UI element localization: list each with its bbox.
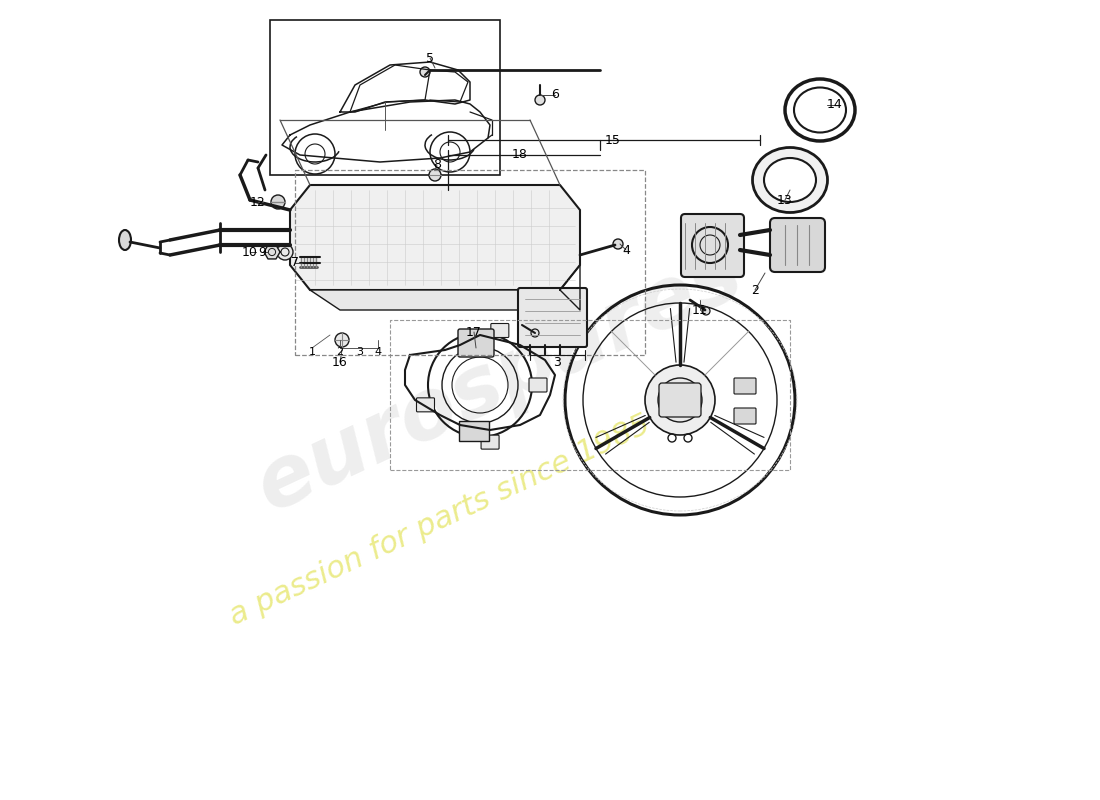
Text: 3: 3 — [356, 347, 363, 357]
Text: 7: 7 — [292, 257, 299, 270]
Text: 18: 18 — [513, 149, 528, 162]
Bar — [270, 20, 500, 175]
Circle shape — [336, 333, 349, 347]
Polygon shape — [264, 245, 280, 259]
Circle shape — [271, 195, 285, 209]
Text: 15: 15 — [605, 134, 620, 146]
Text: 10: 10 — [242, 246, 257, 258]
Ellipse shape — [119, 230, 131, 250]
Polygon shape — [310, 290, 580, 310]
FancyBboxPatch shape — [734, 378, 756, 394]
Text: 12: 12 — [250, 195, 266, 209]
Text: 11: 11 — [692, 303, 708, 317]
FancyBboxPatch shape — [518, 288, 587, 347]
Circle shape — [277, 244, 293, 260]
Text: 13: 13 — [777, 194, 793, 206]
Text: 2: 2 — [751, 283, 759, 297]
Circle shape — [531, 329, 539, 337]
Circle shape — [613, 239, 623, 249]
FancyBboxPatch shape — [417, 398, 434, 412]
FancyBboxPatch shape — [481, 435, 499, 449]
Circle shape — [645, 365, 715, 435]
FancyBboxPatch shape — [659, 383, 701, 417]
FancyBboxPatch shape — [529, 378, 547, 392]
Text: 16: 16 — [332, 355, 348, 369]
Circle shape — [658, 378, 702, 422]
Text: 14: 14 — [827, 98, 843, 111]
Circle shape — [429, 169, 441, 181]
FancyBboxPatch shape — [681, 214, 744, 277]
FancyBboxPatch shape — [491, 323, 509, 338]
Text: 17: 17 — [466, 326, 482, 338]
Ellipse shape — [752, 147, 827, 213]
Polygon shape — [290, 185, 580, 290]
Circle shape — [702, 307, 710, 315]
Text: 3: 3 — [553, 355, 561, 369]
Text: 4: 4 — [623, 243, 630, 257]
Text: 8: 8 — [433, 158, 441, 171]
Text: 9: 9 — [258, 246, 266, 258]
FancyBboxPatch shape — [459, 421, 490, 441]
Circle shape — [420, 67, 430, 77]
Text: 1: 1 — [308, 347, 316, 357]
Ellipse shape — [764, 158, 816, 202]
Text: a passion for parts since 1985: a passion for parts since 1985 — [226, 410, 654, 630]
FancyBboxPatch shape — [770, 218, 825, 272]
FancyBboxPatch shape — [734, 408, 756, 424]
Text: 4: 4 — [374, 347, 382, 357]
Text: eurospares: eurospares — [244, 232, 756, 528]
Circle shape — [535, 95, 544, 105]
FancyBboxPatch shape — [458, 329, 494, 357]
Text: 6: 6 — [551, 89, 559, 102]
Text: 2: 2 — [337, 347, 343, 357]
Text: 5: 5 — [426, 51, 434, 65]
